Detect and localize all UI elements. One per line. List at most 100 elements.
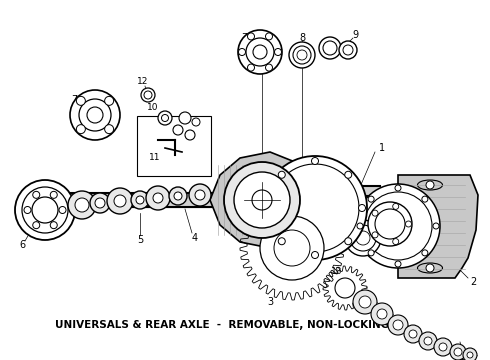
Circle shape [450, 344, 466, 360]
Text: UNIVERSALS & REAR AXLE  -  REMOVABLE, NON-LOCKING: UNIVERSALS & REAR AXLE - REMOVABLE, NON-… [55, 320, 389, 330]
Text: 11: 11 [149, 153, 161, 162]
Circle shape [463, 348, 477, 360]
Circle shape [234, 172, 290, 228]
Text: 12: 12 [137, 77, 148, 86]
Circle shape [260, 216, 324, 280]
Circle shape [95, 198, 105, 208]
Circle shape [107, 188, 133, 214]
Circle shape [359, 204, 366, 211]
Circle shape [371, 303, 393, 325]
Ellipse shape [417, 263, 442, 273]
Circle shape [454, 348, 462, 356]
Circle shape [189, 184, 211, 206]
Circle shape [247, 33, 254, 40]
Circle shape [392, 203, 399, 210]
Circle shape [357, 223, 363, 229]
Circle shape [312, 252, 318, 258]
Text: 13: 13 [331, 267, 343, 276]
Circle shape [158, 111, 172, 125]
Circle shape [372, 210, 378, 216]
Text: 6: 6 [19, 240, 25, 250]
Circle shape [319, 37, 341, 59]
Text: 10: 10 [147, 104, 159, 112]
Circle shape [33, 222, 40, 229]
Circle shape [368, 196, 374, 202]
Circle shape [356, 184, 440, 268]
Circle shape [434, 338, 452, 356]
Circle shape [339, 41, 357, 59]
Circle shape [433, 223, 439, 229]
Circle shape [278, 238, 285, 245]
Polygon shape [240, 196, 344, 300]
Circle shape [393, 320, 403, 330]
Circle shape [68, 191, 96, 219]
Circle shape [409, 330, 417, 338]
Circle shape [153, 193, 163, 203]
Circle shape [467, 352, 473, 358]
Circle shape [368, 250, 374, 256]
Text: 7: 7 [241, 33, 247, 43]
Circle shape [173, 125, 183, 135]
Circle shape [141, 88, 155, 102]
Circle shape [395, 261, 401, 267]
Circle shape [395, 185, 401, 191]
Circle shape [179, 112, 191, 124]
Circle shape [169, 187, 187, 205]
Circle shape [345, 171, 352, 178]
Circle shape [75, 198, 89, 212]
Circle shape [266, 64, 272, 71]
Circle shape [345, 220, 381, 256]
Text: 1: 1 [379, 143, 385, 153]
Ellipse shape [417, 180, 442, 190]
Circle shape [406, 221, 412, 227]
Circle shape [131, 191, 149, 209]
Circle shape [90, 193, 110, 213]
Circle shape [263, 156, 367, 260]
Circle shape [424, 337, 432, 345]
Circle shape [174, 192, 182, 200]
Circle shape [426, 181, 434, 189]
Circle shape [15, 180, 75, 240]
Circle shape [266, 33, 272, 40]
Circle shape [422, 196, 428, 202]
Circle shape [185, 130, 195, 140]
Circle shape [265, 204, 271, 211]
Circle shape [368, 202, 412, 246]
Circle shape [335, 278, 355, 298]
Circle shape [224, 162, 300, 238]
Circle shape [76, 96, 85, 105]
Circle shape [345, 238, 352, 245]
Circle shape [353, 290, 377, 314]
Circle shape [114, 195, 126, 207]
Circle shape [136, 196, 144, 204]
Circle shape [24, 207, 31, 213]
Polygon shape [210, 152, 310, 248]
Circle shape [76, 125, 85, 134]
Circle shape [238, 30, 282, 74]
Text: 2: 2 [470, 277, 476, 287]
Text: 9: 9 [352, 30, 358, 40]
Circle shape [195, 190, 205, 200]
Text: 7: 7 [71, 95, 77, 105]
Polygon shape [398, 175, 478, 278]
Circle shape [59, 207, 66, 213]
Circle shape [70, 90, 120, 140]
Circle shape [388, 315, 408, 335]
Circle shape [146, 186, 170, 210]
Circle shape [105, 125, 114, 134]
Text: 3: 3 [267, 297, 273, 307]
Circle shape [419, 332, 437, 350]
Circle shape [372, 232, 378, 238]
Circle shape [50, 222, 57, 229]
Polygon shape [323, 266, 367, 310]
Circle shape [426, 264, 434, 272]
Text: 14: 14 [459, 352, 471, 360]
Circle shape [392, 239, 399, 244]
Circle shape [239, 49, 245, 55]
Text: 5: 5 [137, 235, 143, 245]
Circle shape [312, 158, 318, 165]
Circle shape [105, 96, 114, 105]
Text: 4: 4 [192, 233, 198, 243]
Circle shape [377, 309, 387, 319]
Circle shape [289, 42, 315, 68]
